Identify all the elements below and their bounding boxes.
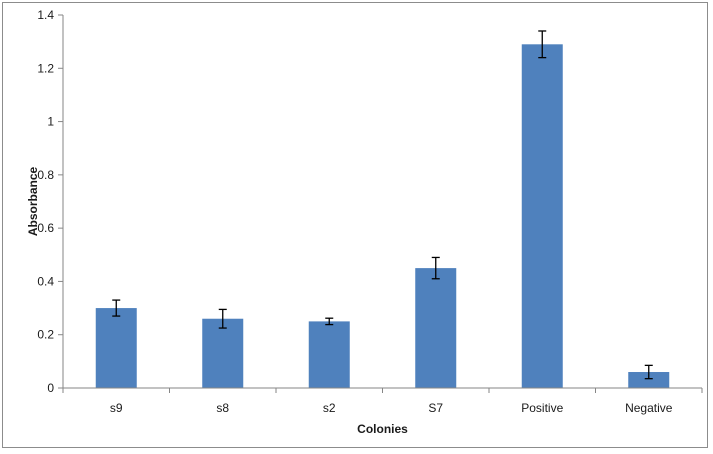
x-axis-title: Colonies [357,422,408,436]
bar-negative [628,372,670,388]
y-axis-title: Absorbance [26,167,40,237]
x-tick-label: s8 [216,401,229,415]
x-tick-label: s9 [110,401,123,415]
bar-s7 [415,268,457,388]
bar-s9 [95,308,137,388]
x-axis-ticks: s9 s8 s2 S7 Positive Negative [62,388,703,415]
y-tick-label: 0 [47,381,54,395]
y-tick-label: 0.2 [37,328,54,342]
y-axis-ticks: 0 0.2 0.4 0.6 0.8 1 1.2 1.4 [37,8,63,395]
bar-s8 [202,318,244,388]
x-tick-label: s2 [323,401,336,415]
bars [95,30,670,389]
y-tick-label: 1.4 [37,8,54,22]
bar-s2 [308,321,350,388]
x-tick-label: Negative [625,401,673,415]
x-tick-label: Positive [521,401,563,415]
y-tick-label: 1 [47,115,54,129]
y-tick-label: 0.6 [37,221,54,235]
bar-positive [521,44,563,389]
y-tick-label: 1.2 [37,61,54,75]
x-tick-label: S7 [428,401,443,415]
y-tick-label: 0.4 [37,274,54,288]
y-tick-label: 0.8 [37,168,54,182]
